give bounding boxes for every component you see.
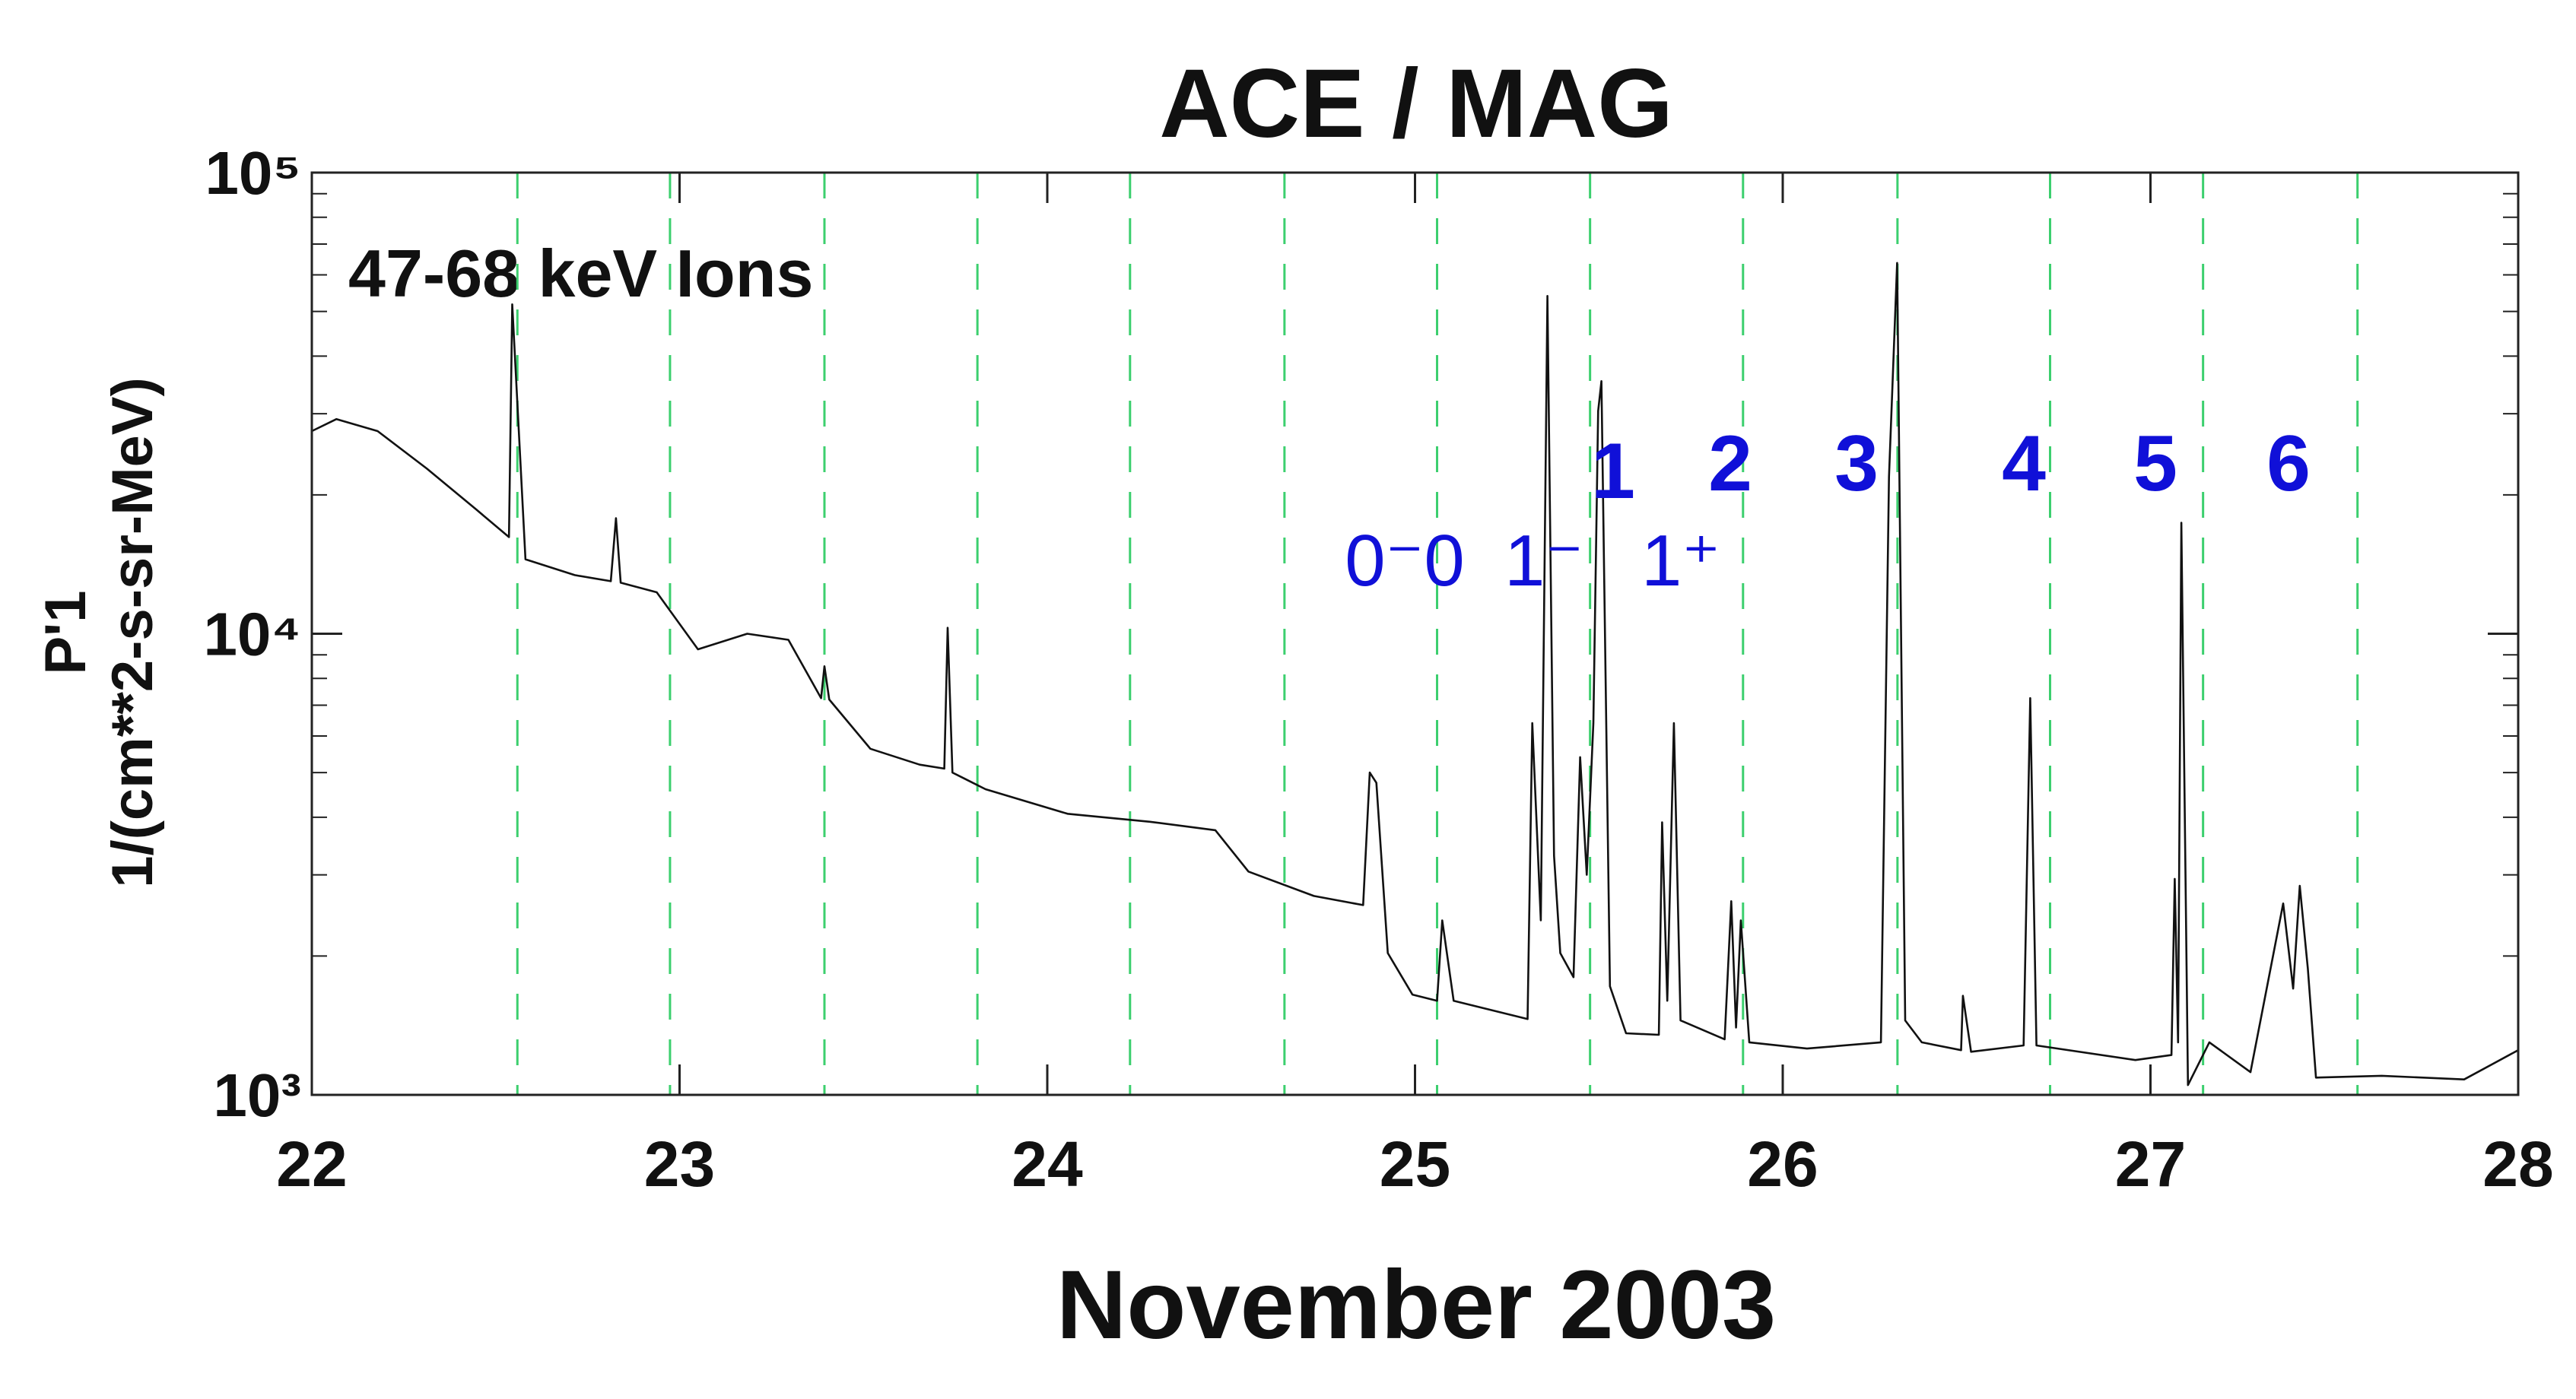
annotation: 4 <box>2002 420 2046 508</box>
x-tick-label: 26 <box>1747 1128 1818 1200</box>
y-axis-label: 1/(cm**2-s-sr-MeV) <box>100 377 165 888</box>
annotation: 0⁻0 <box>1345 520 1464 601</box>
x-tick-label: 23 <box>644 1128 715 1200</box>
annotation: 3 <box>1834 420 1879 508</box>
y-axis-label: P'1 <box>33 590 98 674</box>
x-tick-label: 25 <box>1380 1128 1450 1200</box>
y-tick-label: 10⁴ <box>203 601 301 668</box>
panel-label: 47-68 keV Ions <box>348 236 813 311</box>
annotation: 6 <box>2266 420 2311 508</box>
x-tick-label: 28 <box>2482 1128 2553 1200</box>
annotation: 2 <box>1708 420 1752 508</box>
x-tick-label: 22 <box>276 1128 347 1200</box>
data-line <box>311 262 2519 1087</box>
x-axis-label: November 2003 <box>1056 1251 1776 1359</box>
x-tick-label: 27 <box>2115 1128 2186 1200</box>
y-tick-label: 10³ <box>213 1061 301 1129</box>
annotation: 1 <box>1591 427 1635 516</box>
y-tick-label: 10⁵ <box>205 139 301 207</box>
chart-title: ACE / MAG <box>1159 49 1673 158</box>
annotation: 1⁻ <box>1504 520 1583 601</box>
annotation: 1⁺ <box>1641 520 1720 601</box>
annotation: 5 <box>2133 420 2177 508</box>
x-tick-label: 24 <box>1012 1128 1083 1200</box>
